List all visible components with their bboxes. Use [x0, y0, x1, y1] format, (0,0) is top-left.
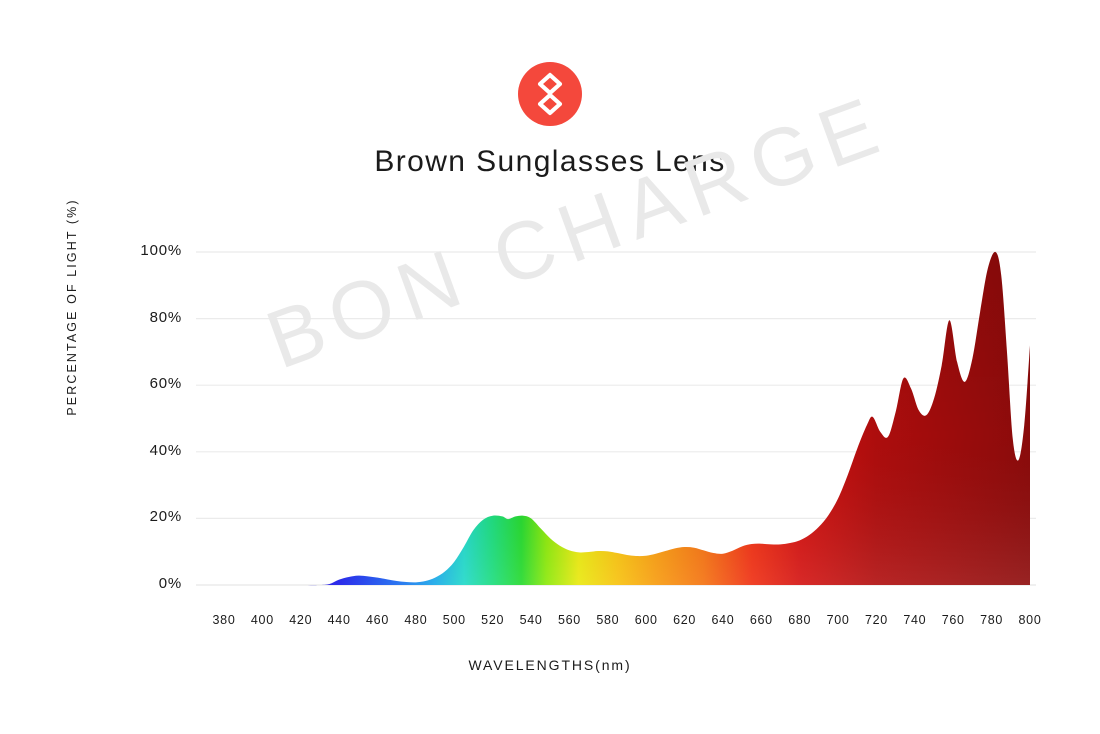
x-axis-tick-label: 740 [903, 613, 927, 627]
bon-charge-logo-icon [518, 62, 582, 126]
y-axis-tick-label: 100% [140, 242, 182, 259]
y-axis-title: PERCENTAGE OF LIGHT (%) [65, 198, 79, 416]
x-axis-tick-label: 440 [327, 613, 351, 627]
x-axis-tick-label: 540 [519, 613, 543, 627]
x-axis-tick-label: 460 [366, 613, 389, 627]
page-title: Brown Sunglasses Lens [374, 145, 726, 178]
x-axis-tick-label: 760 [941, 613, 965, 627]
x-axis-tick-label: 400 [250, 613, 274, 627]
x-axis-tick-label: 380 [212, 613, 236, 627]
y-axis-tick-label: 40% [149, 441, 182, 459]
x-axis-tick-label: 680 [788, 613, 812, 627]
x-axis-tick-label: 580 [596, 613, 620, 627]
x-axis-tick-label: 500 [442, 613, 466, 627]
x-axis-tick-label: 420 [289, 613, 313, 627]
spectrum-shading [224, 251, 1030, 586]
x-axis-tick-label: 780 [980, 613, 1004, 627]
x-axis-title: WAVELENGTHS(nm) [468, 657, 632, 673]
brand-logo [0, 62, 1100, 126]
x-axis-tick-label: 600 [634, 613, 658, 627]
x-axis-tick-label: 720 [864, 613, 888, 627]
x-axis-tick-label: 480 [404, 613, 428, 627]
x-axis-tick-label: 800 [1018, 613, 1042, 627]
y-axis-tick-label: 60% [149, 375, 182, 393]
x-axis-tick-label: 520 [481, 613, 505, 627]
x-axis-tick-label: 700 [826, 613, 850, 627]
y-axis-tick-label: 0% [158, 575, 182, 592]
x-axis-tick-label: 660 [749, 613, 773, 627]
data-area [224, 251, 1030, 586]
x-axis-tick-label: 560 [557, 613, 581, 627]
x-axis-tick-label: 640 [711, 613, 735, 627]
y-axis-tick-label: 20% [149, 508, 182, 526]
y-axis-tick-label: 80% [149, 308, 182, 326]
x-axis-tick-label: 620 [673, 613, 697, 627]
